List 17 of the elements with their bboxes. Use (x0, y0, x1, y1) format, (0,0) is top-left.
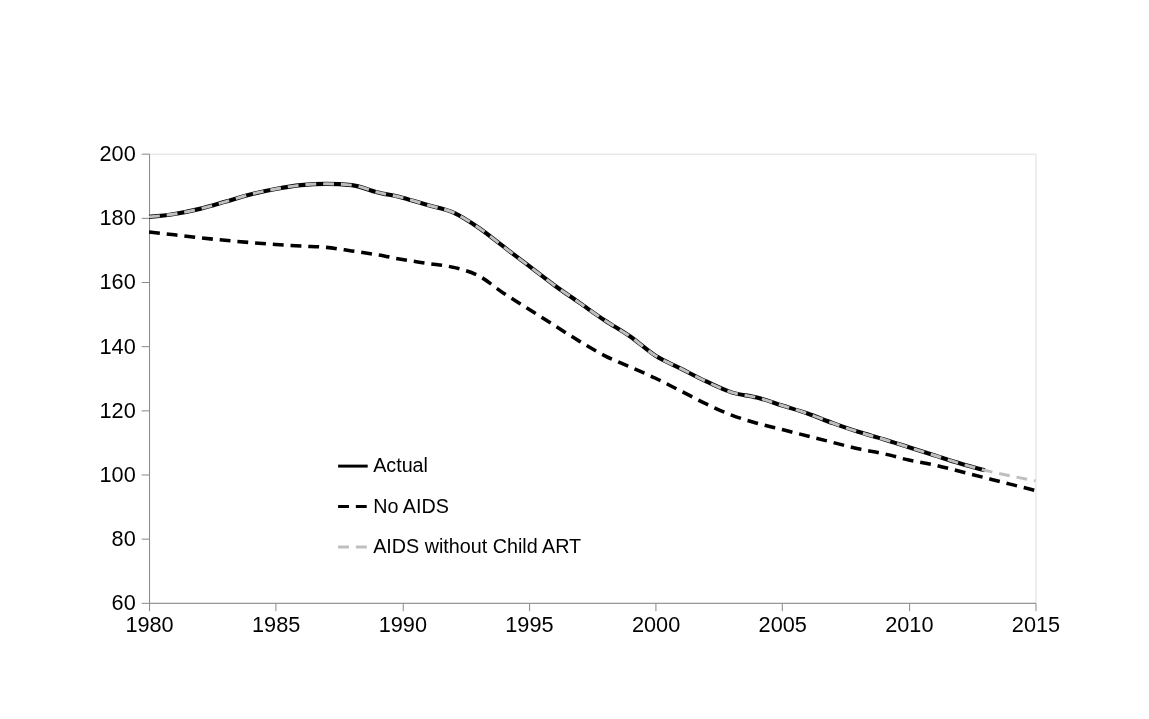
y-tick-label: 200 (99, 141, 136, 167)
x-tick-label: 1995 (505, 611, 554, 637)
legend-label: No AIDS (373, 494, 449, 517)
y-tick-label: 180 (99, 205, 136, 231)
legend-label: Actual (373, 454, 428, 477)
x-tick-label: 1985 (252, 611, 301, 637)
x-tick-label: 2000 (631, 611, 681, 637)
x-tick-label: 2005 (758, 611, 807, 637)
y-tick-label: 120 (99, 397, 136, 423)
y-tick-label: 100 (99, 461, 136, 487)
x-tick-label: 1990 (378, 611, 427, 637)
y-tick-label: 80 (111, 526, 136, 552)
y-tick-label: 140 (99, 333, 136, 359)
y-tick-label: 160 (99, 269, 136, 295)
x-tick-label: 2015 (1011, 611, 1061, 637)
legend-label: AIDS without Child ART (373, 534, 582, 557)
x-tick-label: 2010 (885, 611, 934, 637)
